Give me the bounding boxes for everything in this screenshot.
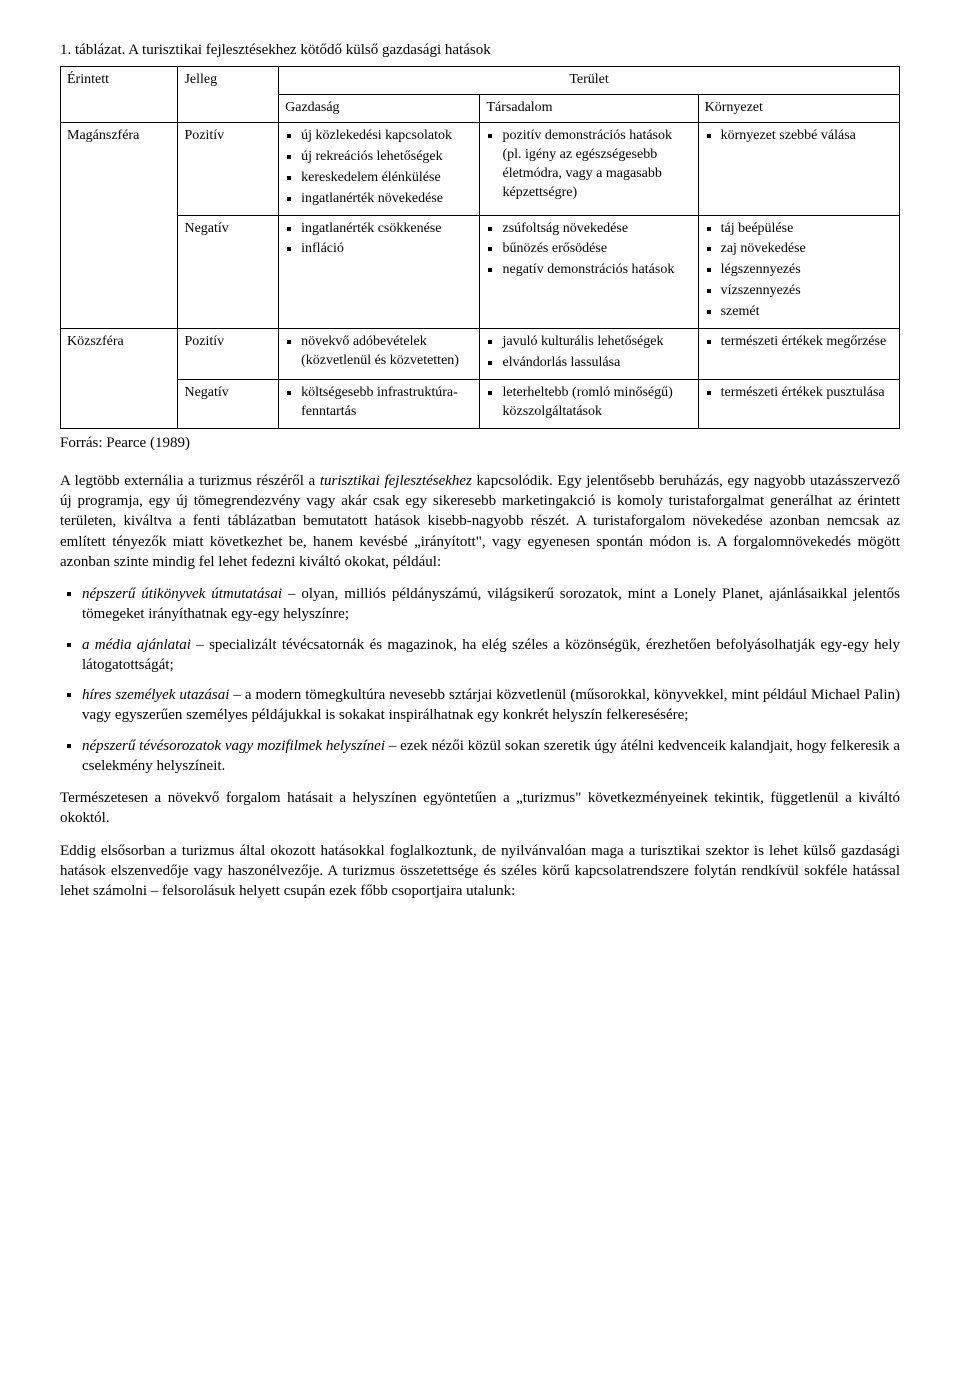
list-item: bűnözés erősödése [502,240,691,259]
cause-lead: népszerű útikönyvek útmutatásai [82,586,282,602]
header-jelleg: Jelleg [178,67,279,123]
cell-kornyezet: táj beépülésezaj növekedése légszennyezés… [698,215,899,328]
cause-rest: – specializált tévécsatornák és magazino… [82,637,900,673]
p1-text-italic: turisztikai fejlesztésekhez [320,473,472,489]
cell-tarsadalom: leterheltebb (romló minőségű) közszolgál… [480,379,698,428]
cause-item: híres személyek utazásai – a modern töme… [82,685,900,726]
list-item: szemét [721,303,893,322]
table-row: MagánszféraPozitívúj közlekedési kapcsol… [61,123,900,216]
list-item: légszennyezés [721,261,893,280]
cell-kornyezet: környezet szebbé válása [698,123,899,216]
list-item: természeti értékek megőrzése [721,333,893,352]
p1-text-a: A legtöbb externália a turizmus részéről… [60,473,320,489]
list-item: leterheltebb (romló minőségű) közszolgál… [502,384,691,422]
cell-kornyezet: természeti értékek pusztulása [698,379,899,428]
list-item: negatív demonstrációs hatások [502,261,691,280]
list-item: elvándorlás lassulása [502,354,691,373]
cell-gazdasag: növekvő adóbevételek (közvetlenül és köz… [279,329,480,380]
list-item: zaj növekedése [721,240,893,259]
list-item: kereskedelem élénkülése [301,169,473,188]
table-row: Negatív költségesebb infrastruktúra-fennt… [61,379,900,428]
list-item: természeti értékek pusztulása [721,384,893,403]
list-item: költségesebb infrastruktúra-fenntartás [301,384,473,422]
cell-tarsadalom: javuló kulturális lehetőségek elvándorlás… [480,329,698,380]
cause-item: a média ajánlatai – specializált tévécsa… [82,635,900,676]
list-item: táj beépülése [721,220,893,239]
cell-gazdasag: költségesebb infrastruktúra-fenntartás [279,379,480,428]
list-item: infláció [301,240,473,259]
table-source: Forrás: Pearce (1989) [60,433,900,453]
list-item: új rekreációs lehetőségek [301,148,473,167]
cell-jelleg: Negatív [178,215,279,328]
header-erintett: Érintett [61,67,178,123]
list-item: ingatlanérték növekedése [301,190,473,209]
table-caption: 1. táblázat. A turisztikai fejlesztésekh… [60,40,900,60]
list-item: zsúfoltság növekedése [502,220,691,239]
cause-lead: híres személyek utazásai [82,687,229,703]
cell-jelleg: Negatív [178,379,279,428]
effects-table: Érintett Jelleg Terület Gazdaság Társada… [60,66,900,428]
list-item: ingatlanérték csökkenése [301,220,473,239]
cell-gazdasag: ingatlanérték csökkenéseinfláció [279,215,480,328]
paragraph-3: Eddig elsősorban a turizmus által okozot… [60,841,900,902]
cause-list: népszerű útikönyvek útmutatásai – olyan,… [60,584,900,776]
cause-lead: népszerű tévésorozatok vagy mozifilmek h… [82,738,385,754]
cause-item: népszerű tévésorozatok vagy mozifilmek h… [82,736,900,777]
cell-tarsadalom: pozitív demonstrációs hatások (pl. igény… [480,123,698,216]
cell-tarsadalom: zsúfoltság növekedésebűnözés erősödése ne… [480,215,698,328]
list-item: vízszennyezés [721,282,893,301]
header-terulet: Terület [279,67,900,95]
header-kornyezet: Környezet [698,95,899,123]
list-item: környezet szebbé válása [721,127,893,146]
list-item: új közlekedési kapcsolatok [301,127,473,146]
cause-item: népszerű útikönyvek útmutatásai – olyan,… [82,584,900,625]
paragraph-2: Természetesen a növekvő forgalom hatásai… [60,788,900,829]
cell-erintett: Magánszféra [61,123,178,329]
list-item: pozitív demonstrációs hatások (pl. igény… [502,127,691,203]
cell-jelleg: Pozitív [178,123,279,216]
cause-lead: a média ajánlatai [82,637,191,653]
cell-kornyezet: természeti értékek megőrzése [698,329,899,380]
table-row: Negatívingatlanérték csökkenéseinflációz… [61,215,900,328]
table-row: KözszféraPozitívnövekvő adóbevételek (kö… [61,329,900,380]
list-item: javuló kulturális lehetőségek [502,333,691,352]
cell-erintett: Közszféra [61,329,178,429]
header-gazdasag: Gazdaság [279,95,480,123]
list-item: növekvő adóbevételek (közvetlenül és köz… [301,333,473,371]
paragraph-1: A legtöbb externália a turizmus részéről… [60,471,900,572]
cell-jelleg: Pozitív [178,329,279,380]
cell-gazdasag: új közlekedési kapcsolatok új rekreációs … [279,123,480,216]
header-tarsadalom: Társadalom [480,95,698,123]
